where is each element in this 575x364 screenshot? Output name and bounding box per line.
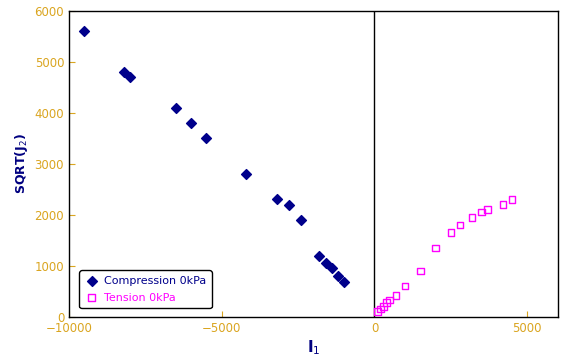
- Compression 0kPa: [321, 260, 330, 266]
- Tension 0kPa: [382, 300, 391, 305]
- Compression 0kPa: [297, 217, 306, 223]
- Compression 0kPa: [285, 202, 294, 207]
- Tension 0kPa: [483, 207, 492, 213]
- Compression 0kPa: [202, 135, 211, 141]
- Compression 0kPa: [125, 74, 135, 80]
- Compression 0kPa: [327, 265, 336, 271]
- Tension 0kPa: [416, 268, 425, 274]
- Compression 0kPa: [120, 69, 129, 75]
- Tension 0kPa: [385, 297, 394, 303]
- X-axis label: I$_1$: I$_1$: [306, 339, 320, 357]
- Tension 0kPa: [376, 306, 385, 312]
- Tension 0kPa: [391, 292, 400, 298]
- Tension 0kPa: [446, 230, 455, 236]
- Compression 0kPa: [186, 120, 196, 126]
- Tension 0kPa: [477, 209, 486, 215]
- Tension 0kPa: [467, 214, 477, 220]
- Tension 0kPa: [373, 309, 382, 314]
- Tension 0kPa: [379, 304, 388, 309]
- Compression 0kPa: [272, 197, 281, 202]
- Tension 0kPa: [507, 197, 516, 202]
- Compression 0kPa: [315, 253, 324, 258]
- Tension 0kPa: [431, 245, 440, 251]
- Legend: Compression 0kPa, Tension 0kPa: Compression 0kPa, Tension 0kPa: [79, 270, 212, 308]
- Compression 0kPa: [80, 28, 89, 34]
- Compression 0kPa: [339, 279, 348, 285]
- Compression 0kPa: [242, 171, 251, 177]
- Tension 0kPa: [400, 283, 409, 289]
- Compression 0kPa: [334, 273, 343, 279]
- Tension 0kPa: [455, 222, 465, 228]
- Tension 0kPa: [498, 202, 507, 207]
- Y-axis label: SQRT(J$_2$): SQRT(J$_2$): [13, 133, 30, 194]
- Compression 0kPa: [171, 105, 181, 111]
